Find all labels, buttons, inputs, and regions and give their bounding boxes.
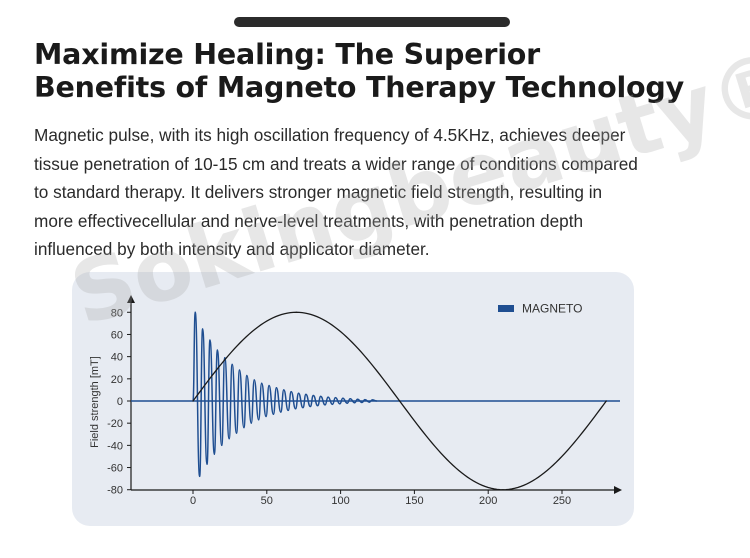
y-tick-label: 20 [111, 374, 123, 386]
magneto-peak-point [224, 357, 226, 359]
magneto-peak-point [356, 398, 359, 400]
magneto-peak-point [238, 369, 241, 371]
magneto-peak-point [368, 401, 370, 403]
magneto-peak-point [268, 384, 270, 387]
y-tick-label: 80 [111, 307, 123, 319]
magneto-peak-point [361, 401, 363, 404]
magneto-peak-point [265, 415, 267, 418]
magneto-peak-point [339, 403, 341, 405]
sine-key-point [399, 400, 401, 402]
magneto-peak-point [294, 408, 297, 410]
magneto-peak-point [221, 444, 223, 446]
magneto-peak-point [201, 328, 204, 330]
magneto-peak-point [253, 379, 255, 381]
magneto-peak-point [297, 392, 300, 394]
y-tick-label: 60 [111, 329, 123, 341]
magneto-peak-point [194, 311, 196, 313]
magneto-peak-point [287, 409, 289, 412]
chart-panel [72, 272, 634, 526]
description: Magnetic pulse, with its high oscillatio… [34, 121, 724, 264]
x-tick-label: 100 [331, 495, 349, 507]
magneto-peak-point [280, 411, 282, 413]
y-tick-label: 40 [111, 352, 123, 364]
x-tick-label: 0 [190, 495, 196, 507]
x-tick-label: 250 [553, 495, 571, 507]
magneto-peak-point [275, 387, 277, 389]
magneto-peak-point [235, 432, 238, 434]
magneto-peak-point [324, 404, 326, 406]
magneto-peak-point [199, 475, 201, 478]
page-title: Maximize Healing: The Superior Benefits … [34, 38, 734, 104]
magneto-peak-point [290, 390, 292, 393]
legend: MAGNETO [498, 302, 582, 316]
magneto-peak-point [371, 399, 373, 401]
y-tick-label: -60 [107, 463, 123, 475]
x-tick-label: 150 [405, 495, 423, 507]
magneto-peak-point [331, 403, 334, 405]
sine-key-point [502, 489, 504, 491]
magneto-peak-point [312, 394, 314, 397]
magneto-peak-point [258, 419, 260, 421]
title-line-1: Maximize Healing: The Superior [34, 38, 540, 71]
description-line-2: tissue penetration of 10-15 cm and treat… [34, 153, 638, 174]
sine-key-point [192, 400, 194, 402]
series-magneto-line [192, 311, 377, 478]
magneto-peak-point [327, 396, 329, 398]
magneto-peak-point [243, 427, 245, 429]
y-tick-label: -80 [107, 485, 123, 497]
description-line-1: Magnetic pulse, with its high oscillatio… [34, 125, 626, 145]
legend-label-magneto: MAGNETO [522, 302, 582, 316]
magneto-peak-point [246, 374, 248, 377]
magneto-peak-point [346, 402, 348, 404]
magneto-peak-point [206, 463, 208, 465]
magneto-peak-point [354, 402, 356, 404]
magneto-peak-point [342, 397, 344, 399]
magneto-peak-point [213, 453, 216, 455]
y-tick-label: -20 [107, 418, 123, 430]
description-line-3: to standard therapy. It delivers stronge… [34, 182, 603, 202]
legend-swatch [498, 305, 514, 312]
x-tick-label: 200 [479, 495, 497, 507]
magneto-peak-point [305, 393, 307, 395]
description-line-4: more effectivecellular and nerve-level t… [34, 210, 584, 231]
magneto-peak-point [272, 413, 275, 415]
magneto-peak-point [250, 422, 252, 424]
x-tick-label: 50 [261, 495, 273, 507]
y-tick-label: 0 [117, 396, 123, 408]
title-line-2: Benefits of Magneto Therapy Technology [34, 71, 685, 104]
magneto-peak-point [209, 339, 211, 341]
magneto-peak-point [309, 405, 311, 408]
magneto-peak-point [283, 389, 285, 391]
description-line-5: influenced by both intensity and applica… [34, 239, 430, 259]
y-tick-label: -40 [107, 440, 123, 452]
magneto-peak-point [317, 405, 319, 407]
top-decor-bar [234, 17, 510, 27]
magneto-peak-point [231, 363, 233, 366]
magneto-peak-point [216, 349, 218, 351]
magneto-peak-point [261, 382, 263, 384]
sine-key-point [295, 311, 297, 313]
magneto-peak-point [334, 397, 337, 399]
y-axis-label: Field strength [mT] [89, 356, 101, 448]
magneto-peak-point [376, 400, 378, 402]
magneto-peak-point [228, 438, 230, 440]
magneto-peak-point [349, 398, 351, 400]
magneto-peak-point [302, 407, 304, 409]
magneto-peak-point [320, 395, 322, 397]
sine-key-point [605, 400, 607, 402]
magneto-peak-point [364, 399, 366, 401]
